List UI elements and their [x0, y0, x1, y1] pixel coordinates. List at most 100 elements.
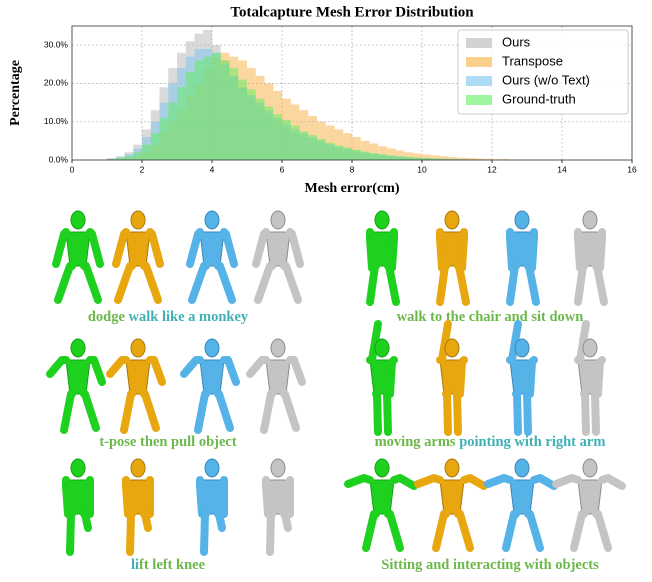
human-mesh	[110, 339, 162, 430]
mesh-limb	[595, 394, 596, 432]
mesh-limb	[284, 266, 298, 300]
mesh-limb	[70, 514, 72, 552]
mesh-torso	[266, 360, 290, 394]
caption-part: moving arms	[375, 434, 460, 450]
mesh-limb	[390, 360, 394, 394]
human-mesh	[116, 211, 160, 300]
x-tick-label: 12	[487, 164, 497, 174]
mesh-limb	[66, 480, 68, 514]
x-tick-label: 2	[140, 164, 145, 174]
mesh-torso	[200, 360, 224, 394]
mesh-limb	[488, 478, 510, 484]
mesh-torso	[370, 480, 394, 514]
mesh-limb	[258, 266, 272, 300]
y-axis-label: Percentage	[8, 60, 23, 126]
mesh-limb	[464, 478, 484, 486]
human-mesh	[184, 339, 236, 430]
histogram-bar	[343, 148, 352, 160]
mesh-limb	[506, 514, 516, 548]
mesh-head	[375, 339, 389, 357]
caption-part: pointing with right arm	[459, 434, 605, 450]
mesh-limb	[190, 232, 200, 264]
mesh-limb	[110, 360, 126, 374]
mesh-torso	[578, 480, 602, 514]
mesh-limb	[388, 266, 396, 302]
legend-swatch	[466, 95, 492, 105]
mesh-limb	[264, 394, 272, 430]
mesh-head	[515, 339, 529, 357]
mesh-limb	[458, 514, 470, 548]
human-mesh	[348, 459, 414, 548]
mesh-head	[205, 459, 219, 477]
mesh-limb	[440, 266, 446, 302]
mesh-limb	[530, 360, 534, 394]
mesh-limb	[144, 266, 158, 300]
mesh-head	[515, 211, 529, 229]
mesh-limb	[90, 360, 102, 382]
mesh-limb	[256, 232, 266, 264]
mesh-limb	[144, 394, 156, 428]
mesh-limb	[446, 394, 448, 432]
legend-label: Ours (w/o Text)	[502, 72, 590, 87]
legend-swatch	[466, 38, 492, 48]
human-mesh	[440, 324, 464, 432]
mesh-limb	[266, 480, 268, 514]
human-mesh	[190, 211, 234, 300]
mesh-limb	[218, 394, 230, 428]
mesh-limb	[224, 232, 234, 264]
human-mesh	[578, 324, 602, 432]
panel-caption: moving arms pointing with right arm	[375, 434, 606, 450]
x-tick-label: 10	[417, 164, 427, 174]
mesh-limb	[130, 514, 132, 552]
histogram-bar	[212, 53, 221, 160]
mesh-torso	[66, 360, 90, 394]
histogram-bar	[133, 152, 142, 160]
mesh-head	[271, 211, 285, 229]
mesh-torso	[126, 360, 150, 394]
mesh-limb	[204, 514, 206, 552]
mesh-limb	[602, 478, 622, 486]
mesh-limb	[270, 514, 272, 552]
panel-caption: dodge walk like a monkey	[88, 309, 249, 325]
human-mesh	[56, 211, 100, 300]
legend-label: Ours	[502, 34, 531, 49]
mesh-head	[583, 211, 597, 229]
x-tick-label: 6	[280, 164, 285, 174]
mesh-head	[131, 339, 145, 357]
mesh-limb	[574, 514, 584, 548]
human-mesh	[418, 459, 484, 548]
mesh-limb	[218, 514, 222, 528]
y-tick-label: 10.0%	[44, 116, 69, 126]
mesh-limb	[528, 514, 540, 548]
mesh-head	[375, 211, 389, 229]
mesh-head	[71, 211, 85, 229]
histogram-bar	[282, 120, 291, 160]
x-tick-label: 14	[557, 164, 567, 174]
mesh-torso	[266, 232, 290, 266]
mesh-limb	[58, 266, 72, 300]
histogram-bar	[326, 143, 335, 160]
mesh-head	[375, 459, 389, 477]
mesh-head	[205, 211, 219, 229]
mesh-limb	[118, 266, 132, 300]
histogram-bar	[370, 153, 379, 160]
mesh-limb	[596, 514, 608, 548]
mesh-limb	[458, 266, 466, 302]
y-tick-label: 30.0%	[44, 39, 69, 49]
legend-label: Transpose	[502, 53, 563, 68]
histogram-bar	[186, 72, 195, 160]
caption-part: ft left knee	[139, 557, 206, 573]
mesh-limb	[462, 232, 464, 268]
figure: Totalcapture Mesh Error Distribution Mes…	[0, 0, 652, 577]
human-mesh	[510, 324, 534, 432]
mesh-limb	[184, 360, 200, 374]
mesh-torso	[510, 480, 534, 514]
mesh-torso	[66, 232, 90, 266]
mesh-limb	[218, 266, 232, 300]
panel-caption: lift left knee	[131, 557, 206, 573]
human-mesh	[250, 339, 302, 430]
mesh-head	[131, 459, 145, 477]
histogram-bar	[335, 145, 344, 160]
mesh-limb	[510, 232, 512, 268]
